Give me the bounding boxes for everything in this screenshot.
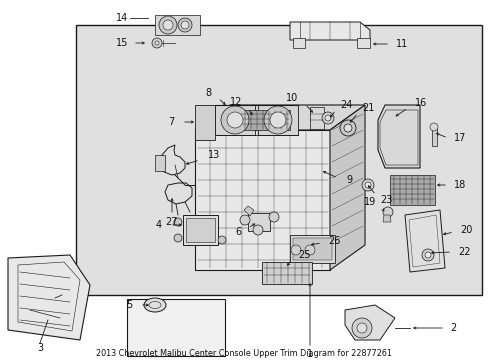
- Text: 12: 12: [229, 97, 242, 107]
- Polygon shape: [345, 305, 394, 340]
- Polygon shape: [377, 105, 419, 168]
- Polygon shape: [195, 105, 215, 140]
- Circle shape: [361, 179, 373, 191]
- Polygon shape: [292, 38, 305, 48]
- Circle shape: [290, 245, 301, 255]
- Bar: [155, 155, 164, 171]
- Circle shape: [339, 120, 355, 136]
- Text: 7: 7: [167, 117, 174, 127]
- Bar: [262, 262, 311, 284]
- Polygon shape: [404, 210, 444, 272]
- Circle shape: [424, 252, 430, 258]
- Polygon shape: [195, 105, 364, 130]
- Circle shape: [221, 106, 248, 134]
- Text: 5: 5: [125, 300, 132, 310]
- Text: 4: 4: [156, 220, 162, 230]
- Text: 20: 20: [459, 225, 471, 235]
- Circle shape: [382, 207, 392, 217]
- Text: 25: 25: [297, 250, 310, 260]
- Circle shape: [364, 182, 370, 188]
- Text: 11: 11: [395, 39, 407, 49]
- Text: 6: 6: [235, 227, 242, 237]
- Circle shape: [268, 212, 279, 222]
- Polygon shape: [215, 105, 254, 135]
- Bar: [289, 235, 334, 263]
- Text: 10: 10: [285, 93, 297, 103]
- Polygon shape: [195, 130, 329, 270]
- Polygon shape: [258, 105, 297, 135]
- Bar: [185, 218, 215, 242]
- Circle shape: [159, 16, 177, 34]
- Text: 24: 24: [339, 100, 352, 110]
- Circle shape: [321, 112, 333, 124]
- Circle shape: [226, 112, 243, 128]
- Circle shape: [421, 249, 433, 261]
- Polygon shape: [382, 215, 390, 222]
- Circle shape: [155, 41, 159, 45]
- Text: 8: 8: [205, 88, 212, 98]
- Text: 15: 15: [115, 38, 128, 48]
- Text: 18: 18: [453, 180, 465, 190]
- Circle shape: [174, 218, 182, 226]
- Circle shape: [429, 123, 437, 131]
- Polygon shape: [356, 38, 369, 48]
- Text: 17: 17: [453, 133, 466, 143]
- Bar: [389, 175, 434, 205]
- Circle shape: [356, 323, 366, 333]
- Circle shape: [305, 245, 314, 255]
- Text: 27: 27: [165, 217, 178, 227]
- Bar: [431, 128, 436, 146]
- Circle shape: [218, 236, 225, 244]
- Text: 23: 23: [379, 195, 391, 205]
- Circle shape: [343, 124, 351, 132]
- Text: 22: 22: [457, 247, 469, 257]
- Polygon shape: [329, 105, 364, 270]
- Bar: [240, 110, 289, 130]
- Text: 16: 16: [414, 98, 427, 108]
- Bar: [76, 25, 481, 295]
- Text: 2013 Chevrolet Malibu Center Console Upper Trim Diagram for 22877261: 2013 Chevrolet Malibu Center Console Upp…: [96, 349, 391, 358]
- Circle shape: [269, 112, 285, 128]
- Text: 13: 13: [207, 150, 220, 160]
- Text: 14: 14: [116, 13, 128, 23]
- Text: 3: 3: [37, 343, 43, 353]
- Bar: [292, 238, 331, 260]
- Text: 2: 2: [449, 323, 455, 333]
- Circle shape: [240, 215, 249, 225]
- Text: 9: 9: [346, 175, 351, 185]
- Bar: [309, 107, 324, 129]
- Circle shape: [152, 38, 162, 48]
- Circle shape: [178, 18, 192, 32]
- Circle shape: [264, 106, 291, 134]
- Polygon shape: [244, 206, 253, 216]
- Text: 26: 26: [327, 236, 340, 246]
- Polygon shape: [289, 22, 369, 40]
- Circle shape: [163, 20, 173, 30]
- Text: 21: 21: [361, 103, 374, 113]
- Text: 19: 19: [363, 197, 375, 207]
- Circle shape: [252, 225, 263, 235]
- Bar: [247, 213, 269, 231]
- Circle shape: [325, 115, 330, 121]
- Ellipse shape: [143, 298, 165, 312]
- Circle shape: [181, 21, 189, 29]
- Circle shape: [351, 318, 371, 338]
- Polygon shape: [155, 15, 200, 35]
- Text: 1: 1: [306, 349, 312, 359]
- Bar: [183, 215, 218, 245]
- Bar: [127, 299, 224, 356]
- Circle shape: [174, 234, 182, 242]
- Polygon shape: [8, 255, 90, 340]
